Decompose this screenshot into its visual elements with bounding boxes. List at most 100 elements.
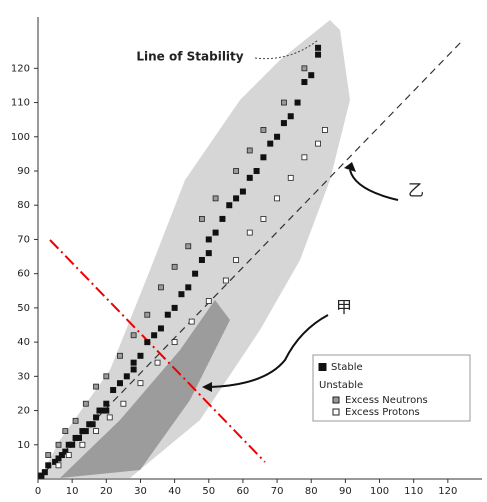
data-point [315,51,322,58]
data-point [130,359,137,366]
data-point [253,168,260,174]
annotation: 乙 [408,181,424,200]
data-point [171,304,178,311]
data-point [137,380,144,387]
data-point [52,458,59,465]
stability-band [40,20,350,478]
x-tick-label: 90 [339,486,352,497]
data-point [106,414,113,421]
data-point [171,263,178,270]
data-point [89,421,96,428]
data-point [93,428,99,434]
data-point [93,414,100,421]
data-point [178,291,185,298]
data-point [103,407,110,414]
legend-swatch [318,363,327,371]
y-tick-label: 110 [11,98,30,109]
data-point [212,195,219,202]
arrow [209,314,329,388]
data-point [233,168,239,174]
annotation: 甲 [336,298,352,317]
data-point [315,44,322,51]
data-point [246,147,253,154]
data-point [199,216,205,222]
data-point [233,257,239,263]
y-tick-label: 120 [11,63,30,74]
data-point [55,441,62,448]
legend-heading: Unstable [319,380,363,391]
data-point [45,452,52,458]
legend-swatch [332,396,340,404]
data-point [260,127,267,133]
data-point [192,270,199,277]
y-tick-label: 20 [17,406,30,417]
data-point [110,387,117,394]
data-point [65,452,72,458]
data-point [41,469,48,476]
data-point [274,195,280,202]
x-tick-label: 120 [438,486,457,497]
data-point [226,202,233,209]
data-point [321,127,328,133]
x-tick-label: 60 [237,486,250,497]
data-point [75,434,82,441]
data-point [274,133,281,140]
data-point [185,243,192,250]
data-point [62,428,69,434]
arrow [349,169,399,201]
data-point [99,407,106,414]
data-point [157,325,164,332]
y-tick-label: 100 [11,132,30,143]
data-point [205,236,212,243]
data-point [137,352,144,359]
data-point [301,79,308,86]
data-point [308,72,315,79]
y-tick-label: 60 [17,269,30,280]
data-point [260,216,267,222]
data-point [120,400,127,407]
arrowhead [202,382,212,392]
data-point [72,434,79,441]
data-point [123,373,130,380]
data-point [79,428,86,435]
data-point [55,455,62,462]
legend-swatch [332,408,340,416]
data-point [205,250,212,257]
x-tick-label: 70 [271,486,284,497]
data-point [267,140,274,147]
data-point [103,400,110,407]
data-point [205,298,212,304]
data-point [315,140,321,147]
data-point [93,383,99,390]
data-point [281,99,287,106]
data-point [116,380,123,387]
data-point [130,366,137,373]
x-tick-label: 80 [305,486,318,497]
data-point [72,417,79,424]
y-tick-label: 10 [17,440,30,451]
x-tick-label: 10 [66,486,79,497]
data-point [154,359,161,366]
red-dash-dot-line [49,239,266,463]
data-point [55,462,62,469]
data-point [185,284,192,291]
data-point [130,332,137,339]
data-point [198,256,205,263]
data-point [246,229,253,236]
data-point [287,174,294,181]
data-point [219,215,226,222]
data-point [58,452,65,459]
data-point [144,311,151,318]
x-tick-label: 0 [35,486,41,497]
data-point [294,99,301,106]
x-tick-label: 50 [202,486,215,497]
data-point [62,448,69,455]
data-point [103,373,110,380]
data-point [96,407,103,414]
data-point [280,120,287,127]
data-point [301,154,308,161]
arrowhead [344,162,356,172]
stability-band-dark [60,300,230,478]
data-point [239,188,246,195]
